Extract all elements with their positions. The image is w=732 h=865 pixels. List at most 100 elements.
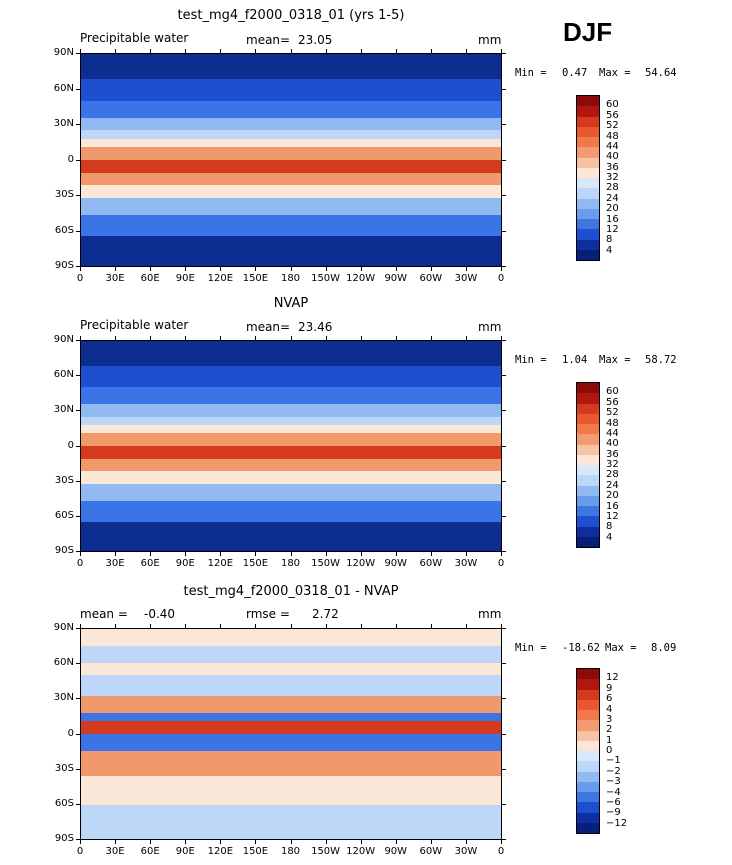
lon-tick-top bbox=[220, 336, 222, 340]
lat-tick-label: 0 bbox=[67, 153, 74, 165]
lon-tick-label: 120E bbox=[207, 273, 234, 284]
lon-tick bbox=[325, 267, 327, 271]
lon-tick-label: 150E bbox=[242, 273, 269, 284]
colorbar-cell bbox=[577, 475, 599, 486]
colorbar-cell bbox=[577, 495, 599, 506]
lon-tick-top bbox=[290, 336, 292, 340]
lon-tick bbox=[325, 552, 327, 556]
lat-tick bbox=[76, 124, 80, 125]
colorbar-label: 32 bbox=[606, 172, 619, 183]
colorbar-label: 8 bbox=[606, 521, 613, 533]
colorbar-label: 3 bbox=[606, 713, 613, 725]
lon-tick-label: 30W bbox=[454, 558, 478, 569]
lon-tick-label: 0 bbox=[76, 846, 84, 857]
lat-tick-label: 90S bbox=[54, 545, 74, 556]
lon-tick-label: 60E bbox=[140, 846, 160, 857]
lon-tick-top bbox=[185, 624, 187, 628]
colorbar-cell bbox=[577, 679, 599, 690]
lat-tick bbox=[76, 733, 80, 735]
colorbar-cell bbox=[577, 116, 599, 127]
lat-tick bbox=[76, 195, 80, 196]
lat-tick bbox=[76, 266, 80, 267]
field-band bbox=[81, 172, 501, 187]
lon-tick bbox=[115, 552, 117, 556]
colorbar-label: 52 bbox=[606, 120, 619, 132]
colorbar-label: −9 bbox=[606, 807, 621, 819]
panel-1-min-label: Min = bbox=[515, 67, 547, 79]
field-band bbox=[81, 662, 501, 677]
lat-tick-right bbox=[502, 195, 506, 196]
lon-tick bbox=[150, 267, 152, 271]
lat-tick-right bbox=[502, 698, 506, 700]
lon-tick-label: 30E bbox=[105, 273, 125, 284]
colorbar-cell bbox=[577, 751, 599, 762]
colorbar-label: 6 bbox=[606, 693, 613, 705]
lat-tick-label: 90S bbox=[54, 260, 74, 271]
lon-tick-top bbox=[150, 336, 152, 340]
lat-tick-label: 60N bbox=[53, 82, 74, 94]
lon-tick bbox=[185, 552, 187, 556]
lon-tick-top bbox=[501, 624, 502, 628]
colorbar-label: 28 bbox=[606, 469, 619, 481]
panel-3-title: test_mg4_f2000_0318_01 - NVAP bbox=[183, 584, 399, 599]
field-band bbox=[81, 500, 501, 523]
field-band bbox=[81, 629, 501, 647]
lat-tick-right bbox=[502, 410, 506, 412]
colorbar-cell bbox=[577, 444, 599, 455]
lon-tick bbox=[290, 267, 292, 271]
lat-tick bbox=[76, 230, 80, 232]
lon-tick bbox=[501, 840, 502, 844]
colorbar-cell bbox=[577, 689, 599, 700]
lon-tick-label: 0 bbox=[497, 558, 505, 569]
colorbar-label: 4 bbox=[606, 531, 613, 543]
colorbar-label: 56 bbox=[606, 109, 619, 121]
colorbar-label: 60 bbox=[606, 386, 619, 398]
colorbar-label: 12 bbox=[606, 223, 619, 235]
field-band bbox=[81, 805, 501, 839]
lat-tick-label: 30S bbox=[54, 189, 74, 200]
field-band bbox=[81, 425, 501, 435]
field-band bbox=[81, 433, 501, 448]
panel-1-max-label: Max = bbox=[599, 67, 631, 79]
colorbar-label: 0 bbox=[606, 745, 613, 756]
lon-tick-label: 180 bbox=[280, 273, 301, 284]
lon-tick-top bbox=[150, 624, 152, 628]
lon-tick bbox=[501, 267, 502, 271]
colorbar-cell bbox=[577, 526, 599, 537]
panel-2-min-label: Min = bbox=[515, 354, 547, 366]
lat-tick-right bbox=[502, 480, 506, 482]
field-band bbox=[81, 198, 501, 217]
panel-1-field-label: Precipitable water bbox=[80, 31, 189, 45]
colorbar-cell bbox=[577, 536, 599, 547]
lon-tick-label: 0 bbox=[76, 558, 84, 569]
lat-tick bbox=[76, 88, 80, 90]
lat-tick-right bbox=[502, 230, 506, 232]
colorbar-label: 9 bbox=[606, 682, 613, 694]
lat-tick bbox=[76, 839, 80, 840]
colorbar-cell bbox=[577, 669, 599, 680]
lat-tick-label: 30N bbox=[53, 118, 74, 129]
lon-tick-label: 180 bbox=[280, 846, 301, 857]
lon-tick bbox=[360, 552, 362, 556]
field-band bbox=[81, 404, 501, 418]
lat-tick-label: 0 bbox=[67, 439, 74, 451]
lat-tick-label: 30S bbox=[54, 474, 74, 486]
lon-tick bbox=[360, 267, 362, 271]
lon-tick-top bbox=[360, 624, 362, 628]
colorbar-label: 2 bbox=[606, 724, 613, 736]
lat-tick-right bbox=[502, 768, 506, 770]
lon-tick-top bbox=[255, 49, 257, 53]
colorbar-label: −1 bbox=[606, 755, 621, 767]
lat-tick bbox=[76, 663, 80, 665]
colorbar-label: 28 bbox=[606, 182, 619, 194]
lat-tick bbox=[76, 445, 80, 447]
lon-tick bbox=[325, 840, 327, 844]
colorbar-cell bbox=[577, 812, 599, 823]
field-band bbox=[81, 341, 501, 368]
field-band bbox=[81, 645, 501, 664]
colorbar-cell bbox=[577, 454, 599, 465]
colorbar-cell bbox=[577, 792, 599, 803]
lon-tick-label: 60W bbox=[419, 558, 443, 569]
lon-tick-top bbox=[255, 336, 257, 340]
panel-1-title: test_mg4_f2000_0318_01 (yrs 1-5) bbox=[177, 8, 405, 23]
